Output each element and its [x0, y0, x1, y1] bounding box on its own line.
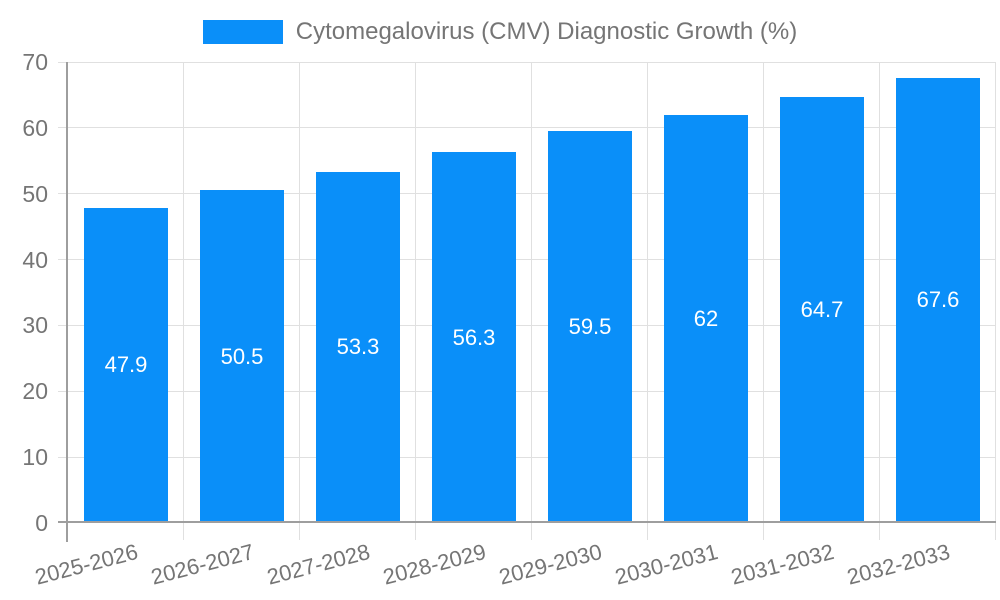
y-axis-tick-label: 40 [22, 246, 48, 273]
bar: 50.5 [200, 190, 284, 523]
bar: 56.3 [432, 152, 516, 523]
gridline-horizontal [58, 456, 996, 458]
gridline-horizontal [58, 324, 996, 326]
x-axis-tick-label: 2032-2033 [844, 539, 953, 590]
gridline-horizontal [58, 61, 996, 63]
legend-color-swatch [202, 20, 283, 44]
gridline-vertical [415, 62, 416, 540]
bar: 64.7 [780, 96, 864, 523]
gridline-vertical [299, 62, 300, 540]
y-axis-line [66, 62, 68, 542]
bar: 59.5 [548, 131, 632, 523]
y-axis-tick-label: 0 [35, 510, 48, 536]
gridline-horizontal [58, 127, 996, 129]
legend-label: Cytomegalovirus (CMV) Diagnostic Growth … [295, 18, 798, 45]
bar-value-label: 53.3 [336, 334, 380, 360]
gridline-vertical [531, 62, 532, 540]
y-axis-tick-label: 20 [22, 378, 48, 405]
gridline-vertical [879, 62, 880, 540]
bar-value-label: 50.5 [220, 343, 264, 369]
gridline-vertical [763, 62, 764, 540]
x-axis-tick-label: 2029-2030 [496, 539, 605, 590]
bar-value-label: 59.5 [568, 314, 612, 340]
x-axis-tick-label: 2030-2031 [612, 539, 721, 590]
bar: 62 [664, 114, 748, 523]
bar: 47.9 [84, 207, 168, 523]
bar: 67.6 [896, 77, 980, 523]
bar-value-label: 64.7 [800, 296, 844, 322]
bar: 53.3 [316, 171, 400, 523]
y-axis-tick-label: 50 [22, 180, 48, 207]
gridline-vertical [647, 62, 648, 540]
gridline-horizontal [58, 193, 996, 195]
x-axis-tick-label: 2028-2029 [380, 539, 489, 590]
bar-value-label: 47.9 [104, 352, 148, 378]
bar-value-label: 62 [693, 305, 719, 331]
x-axis-line [58, 521, 996, 523]
x-axis-tick-label: 2026-2027 [148, 539, 257, 590]
x-axis-tick-label: 2027-2028 [264, 539, 373, 590]
x-axis-tick-label: 2031-2032 [728, 539, 837, 590]
gridline-vertical [183, 62, 184, 540]
bar-value-label: 56.3 [452, 324, 496, 350]
legend: Cytomegalovirus (CMV) Diagnostic Growth … [0, 18, 1000, 46]
bar-value-label: 67.6 [916, 287, 960, 313]
gridline-horizontal [58, 259, 996, 261]
gridline-horizontal [58, 390, 996, 392]
gridline-vertical [995, 62, 996, 540]
y-axis-tick-label: 70 [22, 49, 48, 75]
x-axis-tick-label: 2025-2026 [32, 539, 141, 590]
plot-area: 47.9 50.5 53.3 56.3 59.5 62 64.7 67.6 [58, 61, 996, 540]
y-axis-tick-label: 60 [22, 114, 48, 141]
y-axis-tick-label: 10 [22, 444, 48, 471]
y-axis-tick-label: 30 [22, 312, 48, 339]
